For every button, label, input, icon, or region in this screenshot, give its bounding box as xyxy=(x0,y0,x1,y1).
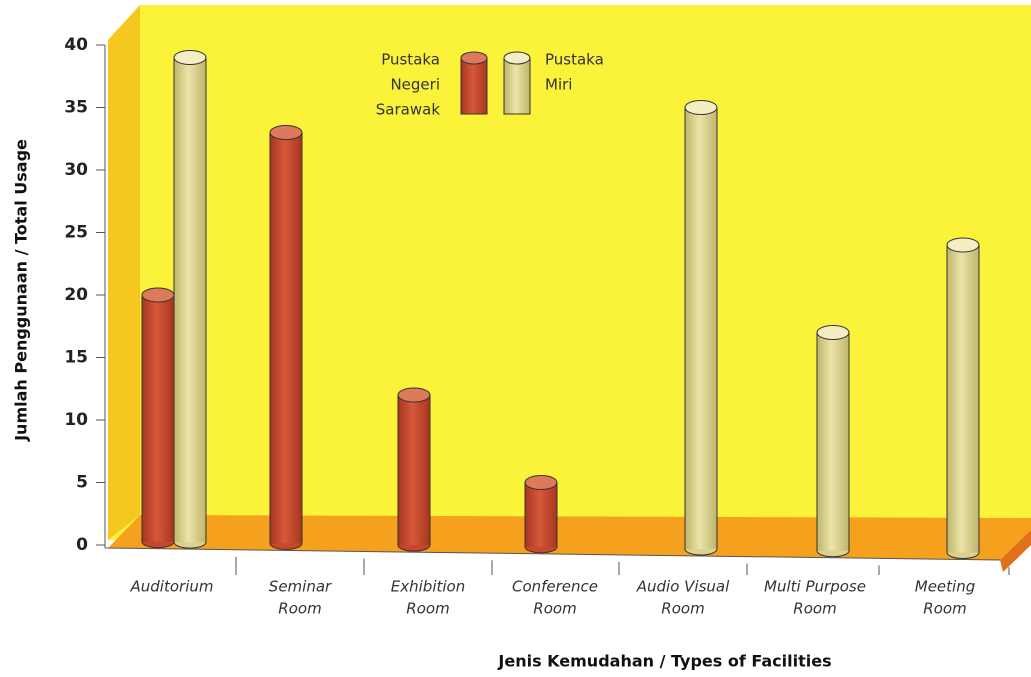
y-tick-label: 10 xyxy=(64,410,88,430)
bar-top xyxy=(684,100,718,115)
x-tick-label: Room xyxy=(793,600,836,618)
floor-edge xyxy=(1000,530,1031,572)
bar-top xyxy=(397,387,431,403)
bar-body xyxy=(173,57,207,543)
x-tick-label: Seminar xyxy=(269,578,332,596)
bar-body-cover xyxy=(947,545,979,553)
floor xyxy=(108,515,1031,560)
bar xyxy=(397,387,431,552)
x-tick-label: Exhibition xyxy=(391,578,465,596)
bar-body-cover xyxy=(525,539,557,547)
bar xyxy=(946,237,980,560)
legend-swatch xyxy=(503,51,531,115)
x-tick-label: Auditorium xyxy=(130,578,214,596)
x-tick-label: Meeting xyxy=(915,578,975,596)
x-tick-label: Room xyxy=(661,600,704,618)
legend-label: Negeri xyxy=(390,76,440,94)
y-axis-label: Jumlah Penggunaan / Total Usage xyxy=(12,139,31,442)
legend-top xyxy=(503,51,531,65)
bar xyxy=(816,325,850,558)
bar-body-cover xyxy=(270,536,302,544)
bar-body-cover xyxy=(685,541,717,549)
bar-top xyxy=(269,125,303,140)
x-tick-label: Room xyxy=(278,600,321,618)
bar-top xyxy=(173,50,207,65)
x-tick-label: Room xyxy=(533,600,576,618)
bar-body-cover xyxy=(398,538,430,546)
y-tick-label: 25 xyxy=(64,223,88,243)
x-tick-label: Room xyxy=(406,600,449,618)
bar-body xyxy=(397,394,431,546)
x-tick-label: Conference xyxy=(512,578,598,596)
y-tick-label: 0 xyxy=(76,535,88,555)
bar-body xyxy=(816,332,850,552)
legend-body xyxy=(503,57,531,115)
legend-swatch xyxy=(460,51,488,115)
y-tick-label: 5 xyxy=(76,473,88,493)
bar-body-cover xyxy=(817,543,849,551)
legend-top xyxy=(460,51,488,65)
bar xyxy=(173,50,207,549)
bar-body-cover xyxy=(142,534,174,542)
x-tick-label: Room xyxy=(923,600,966,618)
y-tick-label: 15 xyxy=(64,348,88,368)
bar-top xyxy=(946,237,980,253)
x-tick-label: Multi Purpose xyxy=(764,578,866,596)
bar-top xyxy=(524,475,558,490)
y-tick-label: 30 xyxy=(64,160,88,180)
y-tick-label: 40 xyxy=(64,35,88,55)
y-tick-label: 35 xyxy=(64,98,88,118)
legend-label: Pustaka xyxy=(381,51,440,69)
legend-label: Sarawak xyxy=(376,101,441,119)
y-tick-label: 20 xyxy=(64,285,88,305)
bar-body xyxy=(684,107,718,550)
bar-body xyxy=(141,294,175,543)
bar-body xyxy=(524,482,558,548)
bar-top xyxy=(141,287,175,303)
x-axis xyxy=(104,547,1001,561)
bar-body-cover xyxy=(174,535,206,543)
bar-body xyxy=(269,132,303,544)
legend-body xyxy=(460,57,488,115)
legend-label: Miri xyxy=(545,76,572,94)
bar xyxy=(524,475,558,554)
side-wall xyxy=(108,5,140,540)
back-wall xyxy=(108,5,1031,540)
bar-body xyxy=(946,244,980,554)
bar-top xyxy=(816,325,850,340)
bar xyxy=(684,100,718,556)
bar xyxy=(269,125,303,550)
bar xyxy=(141,287,175,549)
x-axis-label: Jenis Kemudahan / Types of Facilities xyxy=(497,652,831,671)
legend-label: Pustaka xyxy=(545,51,604,69)
x-tick-label: Audio Visual xyxy=(636,578,730,596)
